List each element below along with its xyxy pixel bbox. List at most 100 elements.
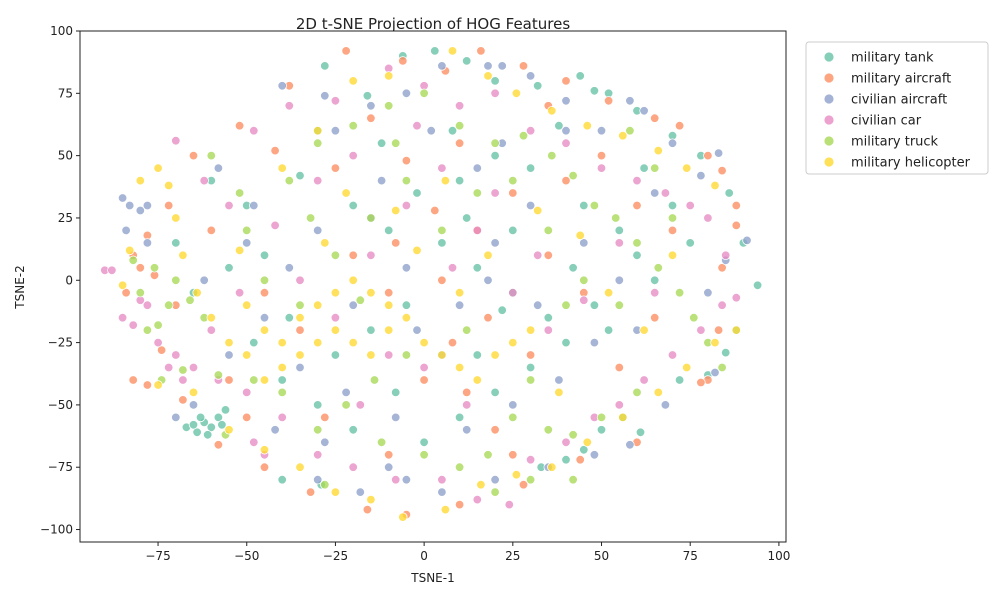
- data-point: [241, 300, 252, 310]
- data-point: [476, 46, 486, 56]
- data-point: [249, 437, 259, 448]
- data-point: [713, 325, 724, 335]
- data-point: [717, 165, 727, 176]
- data-point: [614, 300, 625, 310]
- data-point: [497, 61, 507, 71]
- data-point: [568, 263, 578, 273]
- data-point: [224, 337, 234, 348]
- data-point: [525, 71, 536, 81]
- data-point: [178, 395, 188, 405]
- data-point: [305, 213, 316, 223]
- data-point: [437, 275, 447, 286]
- y-tick-label: −75: [48, 460, 73, 474]
- data-point: [171, 238, 181, 248]
- data-point: [341, 46, 351, 56]
- data-point: [163, 180, 174, 191]
- data-point: [295, 325, 305, 335]
- data-point: [142, 300, 153, 310]
- data-point: [437, 350, 447, 360]
- data-point: [490, 238, 500, 248]
- data-point: [234, 188, 245, 198]
- data-point: [401, 475, 412, 485]
- data-point: [575, 71, 585, 81]
- data-point: [224, 263, 234, 273]
- data-point: [206, 422, 217, 433]
- data-point: [721, 250, 731, 261]
- data-point: [348, 337, 358, 348]
- data-point: [213, 163, 224, 173]
- data-point: [547, 106, 557, 116]
- data-point: [384, 325, 394, 335]
- data-point: [447, 125, 458, 136]
- data-point: [171, 412, 181, 423]
- y-tick-label: −25: [48, 336, 73, 350]
- data-point: [667, 138, 678, 148]
- data-point: [490, 487, 500, 497]
- data-point: [625, 125, 635, 136]
- data-point: [437, 487, 447, 497]
- data-point: [653, 145, 664, 156]
- data-point: [259, 325, 270, 335]
- data-point: [313, 337, 323, 348]
- plot-frame: [79, 30, 787, 543]
- data-point: [295, 350, 305, 360]
- data-point: [117, 193, 128, 203]
- data-point: [234, 245, 245, 256]
- data-point: [437, 225, 447, 236]
- data-point: [667, 250, 678, 261]
- data-point: [330, 313, 341, 323]
- data-point: [589, 86, 600, 96]
- data-point: [366, 101, 376, 111]
- data-point: [117, 280, 128, 291]
- data-point: [717, 300, 727, 310]
- data-point: [490, 88, 500, 99]
- legend-label: military aircraft: [851, 72, 951, 87]
- data-point: [355, 400, 366, 410]
- data-point: [525, 455, 536, 465]
- data-point: [355, 295, 366, 305]
- data-point: [320, 91, 330, 101]
- data-point: [277, 81, 287, 91]
- data-point: [241, 387, 252, 398]
- data-point: [277, 375, 287, 385]
- data-point: [369, 375, 380, 385]
- series-military-helicopter: [117, 46, 742, 522]
- data-point: [401, 350, 412, 360]
- data-point: [508, 450, 518, 460]
- legend-marker: [823, 135, 835, 147]
- data-point: [213, 440, 224, 450]
- data-point: [330, 125, 341, 136]
- data-point: [525, 325, 536, 335]
- data-point: [454, 120, 465, 131]
- data-point: [384, 225, 394, 236]
- data-point: [533, 300, 543, 310]
- data-point: [153, 337, 163, 348]
- data-point: [713, 148, 724, 158]
- data-point: [384, 462, 394, 472]
- data-point: [348, 300, 358, 310]
- data-point: [313, 225, 323, 236]
- data-point: [430, 46, 440, 56]
- data-point: [163, 200, 174, 211]
- data-point: [188, 362, 199, 373]
- data-point: [188, 400, 199, 410]
- data-point: [348, 425, 358, 435]
- data-point: [721, 347, 731, 358]
- data-point: [543, 325, 554, 335]
- data-point: [518, 130, 529, 141]
- data-point: [618, 130, 628, 141]
- data-point: [320, 437, 330, 448]
- data-point: [462, 387, 472, 398]
- data-point: [259, 250, 270, 261]
- data-point: [703, 213, 713, 223]
- data-point: [472, 163, 483, 173]
- data-point: [561, 138, 571, 148]
- data-point: [430, 205, 440, 216]
- data-point: [483, 250, 493, 261]
- data-point: [259, 445, 270, 455]
- data-point: [632, 175, 642, 186]
- data-point: [259, 462, 270, 472]
- data-point: [462, 400, 472, 410]
- data-point: [639, 163, 649, 173]
- data-point: [185, 295, 195, 305]
